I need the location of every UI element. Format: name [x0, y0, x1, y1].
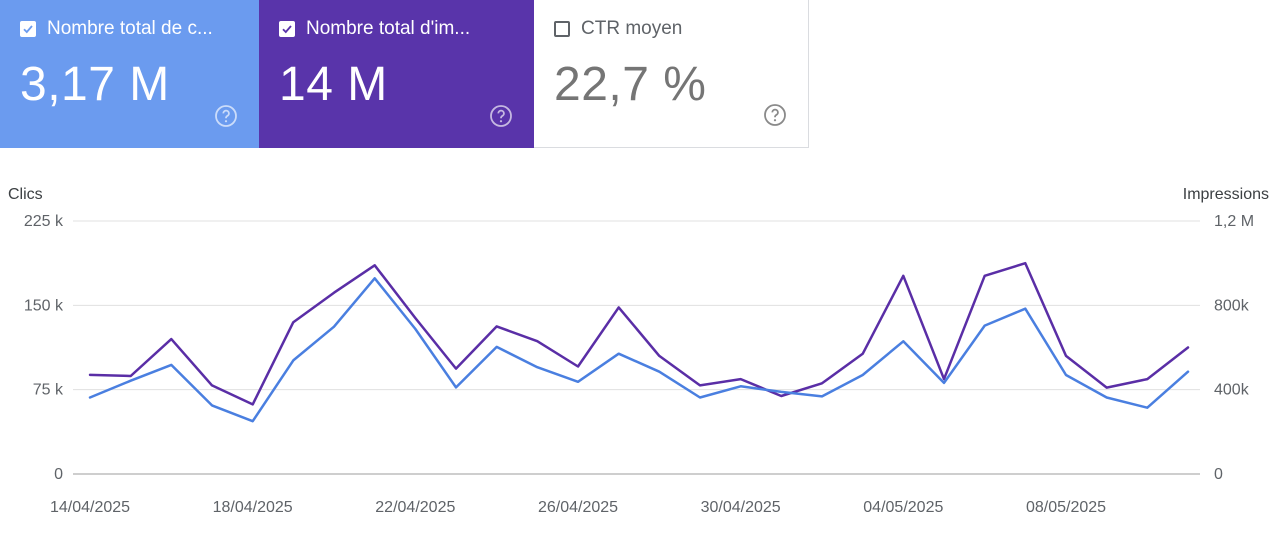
x-axis-tick-label: 22/04/2025 — [375, 499, 455, 516]
help-circle-icon[interactable] — [489, 104, 513, 128]
check-icon[interactable] — [279, 21, 295, 37]
clicks-series-line — [88, 277, 1190, 423]
x-axis-tick-label: 26/04/2025 — [538, 499, 618, 516]
left-axis-tick-label: 75 k — [33, 382, 64, 399]
right-axis-tick-label: 400k — [1214, 382, 1250, 399]
help-circle-icon[interactable] — [214, 104, 238, 128]
x-axis-tick-label: 04/05/2025 — [863, 499, 943, 516]
x-axis-tick-label: 30/04/2025 — [701, 499, 781, 516]
left-axis-tick-label: 225 k — [24, 213, 64, 230]
impressions-metric-card[interactable]: Nombre total d'im... 14 M — [259, 0, 534, 148]
left-axis-title: Clics — [8, 186, 43, 203]
right-axis-title: Impressions — [1182, 186, 1269, 203]
impressions-card-value: 14 M — [279, 58, 388, 111]
x-axis-tick-label: 14/04/2025 — [50, 499, 130, 516]
right-axis-tick-label: 1,2 M — [1214, 213, 1254, 230]
right-axis-tick-label: 0 — [1214, 466, 1223, 483]
clicks-metric-card[interactable]: Nombre total de c... 3,17 M — [0, 0, 259, 148]
right-axis-tick-label: 800k — [1214, 297, 1250, 314]
impressions-series-line — [88, 261, 1190, 406]
ctr-card-value: 22,7 % — [554, 58, 707, 111]
check-icon[interactable] — [20, 21, 36, 37]
left-axis-tick-label: 150 k — [24, 297, 64, 314]
clicks-card-value: 3,17 M — [20, 58, 170, 111]
impressions-card-label: Nombre total d'im... — [306, 18, 471, 39]
left-axis-tick-label: 0 — [54, 466, 63, 483]
metric-cards: Nombre total de c... 3,17 M Nombre total… — [0, 0, 809, 148]
checkbox-empty-icon[interactable] — [554, 21, 570, 37]
x-axis-tick-label: 18/04/2025 — [213, 499, 293, 516]
clicks-card-label: Nombre total de c... — [47, 18, 213, 39]
x-axis-tick-label: 08/05/2025 — [1026, 499, 1106, 516]
ctr-metric-card[interactable]: CTR moyen 22,7 % — [534, 0, 809, 148]
ctr-card-label: CTR moyen — [581, 18, 683, 39]
help-circle-icon[interactable] — [763, 103, 787, 127]
